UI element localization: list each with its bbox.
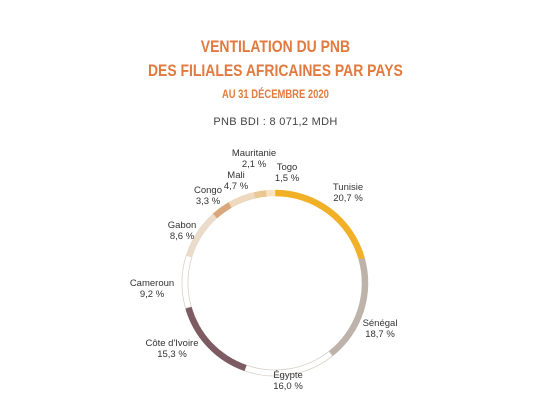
title-line-1: VENTILATION DU PNB: [200, 37, 351, 56]
slice-togo: [265, 189, 276, 197]
label-togo: Togo 1,5 %: [275, 162, 300, 184]
chart-subtitle: PNB BDI : 8 071,2 MDH: [213, 116, 338, 128]
label-congo: Congo 3,3 %: [194, 185, 222, 207]
label-cote-d-ivoire: Côte d'Ivoire 15,3 %: [145, 338, 198, 360]
slice-cameroun: [181, 254, 193, 309]
label-cameroun: Cameroun 9,2 %: [130, 278, 174, 300]
label-gabon: Gabon 8,6 %: [168, 220, 197, 242]
label-tunisie: Tunisie 20,7 %: [333, 182, 363, 204]
slice-senegal: [328, 257, 369, 357]
slice-mali: [228, 192, 256, 208]
chart-title: VENTILATION DU PNB DES FILIALES AFRICAIN…: [50, 36, 502, 102]
label-senegal: Sénégal 18,7 %: [363, 318, 398, 340]
label-mali: Mali 4,7 %: [224, 170, 249, 192]
slice-mauritanie: [253, 190, 268, 199]
title-line-2: DES FILIALES AFRICAINES PAR PAYS: [147, 61, 403, 80]
title-date: AU 31 DÉCEMBRE 2020: [221, 89, 329, 101]
label-egypte: Égypte 16,0 %: [273, 370, 303, 392]
label-mauritanie: Mauritanie 2,1 %: [232, 148, 276, 170]
